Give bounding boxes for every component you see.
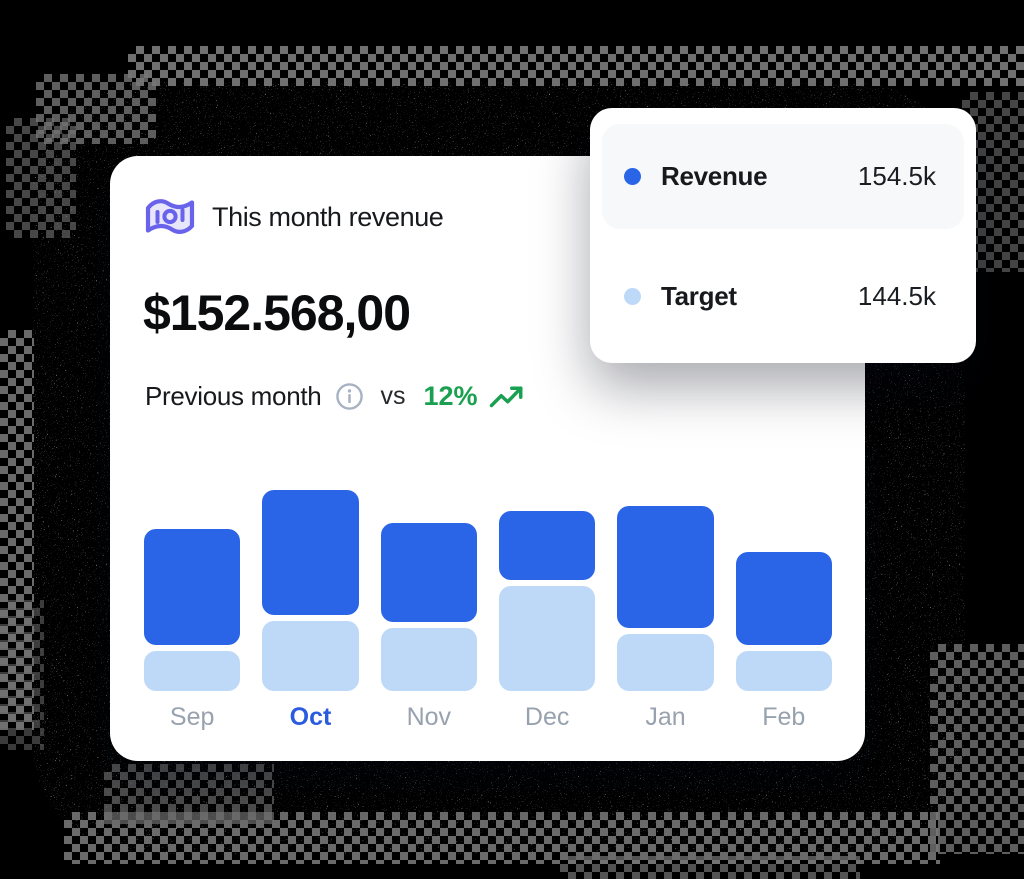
revenue-bar[interactable] <box>617 506 714 628</box>
bar-chart: Sep Oct Nov Dec Jan Feb <box>144 490 832 731</box>
dither-patch <box>560 856 860 879</box>
comparison-row: Previous month vs 12% <box>145 381 525 412</box>
legend-row-revenue: Revenue 154.5k <box>602 124 964 229</box>
revenue-bar[interactable] <box>380 523 477 622</box>
target-dot-icon <box>624 287 641 305</box>
revenue-amount: $152.568,00 <box>143 285 411 341</box>
revenue-bar[interactable] <box>262 490 359 615</box>
revenue-bar[interactable] <box>735 552 832 645</box>
month-label: Feb <box>762 703 806 731</box>
chart-column-feb[interactable]: Feb <box>735 552 832 731</box>
dither-patch <box>930 644 1024 854</box>
card-header: This month revenue <box>144 195 444 239</box>
legend-row-target: Target 144.5k <box>602 229 964 363</box>
month-label: Nov <box>406 703 452 731</box>
dither-patch <box>128 46 1024 86</box>
target-bar[interactable] <box>735 651 832 691</box>
target-bar[interactable] <box>262 621 359 691</box>
month-label: Oct <box>289 703 332 731</box>
legend-value: 144.5k <box>857 280 936 311</box>
target-bar[interactable] <box>498 586 596 691</box>
chart-column-oct[interactable]: Oct <box>262 490 359 731</box>
target-bar[interactable] <box>380 628 477 691</box>
money-icon <box>144 195 196 239</box>
revenue-card: This month revenue $152.568,00 Previous … <box>110 156 865 761</box>
card-title: This month revenue <box>212 201 444 232</box>
chart-column-dec[interactable]: Dec <box>498 511 596 731</box>
target-bar[interactable] <box>617 634 714 691</box>
dither-patch <box>104 764 274 824</box>
chart-column-nov[interactable]: Nov <box>380 523 477 731</box>
revenue-dot-icon <box>624 168 641 185</box>
dither-patch <box>0 600 44 750</box>
month-label: Sep <box>169 703 215 731</box>
legend-label: Target <box>661 280 737 311</box>
legend-tooltip: Revenue 154.5k Target 144.5k <box>590 108 976 363</box>
legend-label: Revenue <box>661 161 768 191</box>
month-label: Dec <box>524 703 570 731</box>
previous-month-label: Previous month <box>145 381 322 411</box>
trending-up-icon <box>488 383 525 410</box>
chart-column-sep[interactable]: Sep <box>144 529 241 731</box>
revenue-bar[interactable] <box>498 511 596 580</box>
change-percent: 12% <box>423 381 478 411</box>
chart-column-jan[interactable]: Jan <box>617 506 714 731</box>
target-bar[interactable] <box>144 651 241 691</box>
dither-patch <box>6 118 76 238</box>
info-icon[interactable] <box>335 382 364 411</box>
month-label: Jan <box>645 703 686 731</box>
vs-label: vs <box>380 382 406 410</box>
revenue-bar[interactable] <box>144 529 241 645</box>
legend-value: 154.5k <box>857 161 936 191</box>
